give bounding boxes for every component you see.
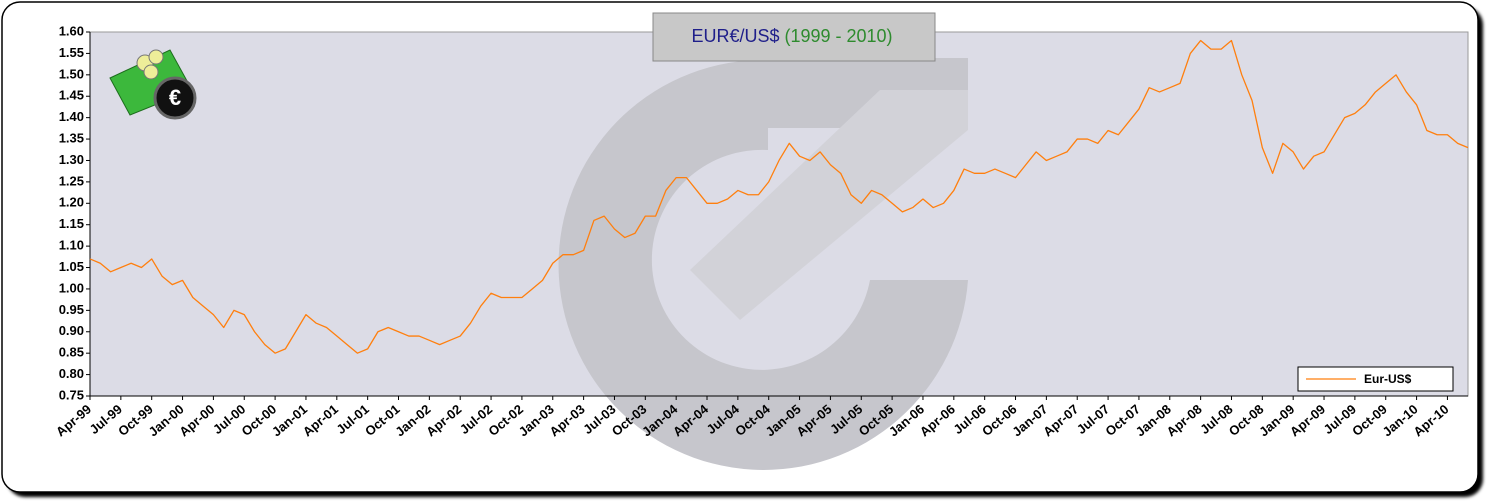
y-tick-label: 1.05	[59, 259, 84, 274]
y-tick-label: 1.10	[59, 238, 84, 253]
chart: € EUR€/US$ (1999 - 2010) 0.75 0.80 0.85 0.9…	[0, 0, 1489, 504]
y-tick-label: 1.60	[59, 23, 84, 38]
y-tick-label: 1.40	[59, 109, 84, 124]
y-tick-label: 0.80	[59, 366, 84, 381]
y-tick-label: 1.25	[59, 173, 84, 188]
y-tick-label: 0.95	[59, 302, 84, 317]
y-tick-label: 1.15	[59, 216, 84, 231]
y-tick-label: 0.85	[59, 345, 84, 360]
chart-title: EUR€/US$ (1999 - 2010)	[691, 26, 892, 46]
y-tick-label: 0.90	[59, 323, 84, 338]
y-tick-label: 1.55	[59, 45, 84, 60]
y-tick-label: 1.20	[59, 195, 84, 210]
y-tick-label: 1.00	[59, 280, 84, 295]
y-tick-label: 1.45	[59, 88, 84, 103]
svg-text:€: €	[169, 85, 181, 110]
subtitle: (1999 - 2010)	[784, 26, 892, 46]
y-tick-label: 1.35	[59, 130, 84, 145]
y-tick-label: 0.75	[59, 387, 84, 402]
y-tick-label: 1.50	[59, 66, 84, 81]
legend-label: Eur-US$	[1364, 372, 1412, 386]
title: EUR€/US$	[691, 26, 779, 46]
y-tick-label: 1.30	[59, 152, 84, 167]
